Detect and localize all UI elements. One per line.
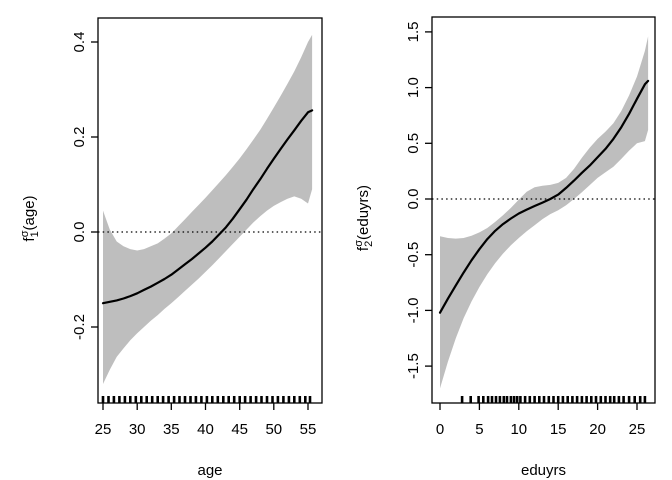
x-tick-label: 40 bbox=[197, 421, 214, 438]
y-axis-title: f2σ(eduyrs) bbox=[353, 185, 375, 251]
plot-box bbox=[431, 16, 656, 404]
y-tick-label: 0.5 bbox=[405, 133, 422, 154]
x-tick-label: 15 bbox=[550, 421, 567, 438]
y-tick-label: 1.0 bbox=[405, 77, 422, 98]
x-tick-label: 25 bbox=[629, 421, 646, 438]
x-tick-label: 20 bbox=[589, 421, 606, 438]
fit-line bbox=[438, 79, 650, 314]
panel-age-effect: 25 30 35 40 45 50 55 -0.2 0.0 0.2 0.4 age f1σ(age) bbox=[19, 17, 323, 479]
y-tick-label: 0.0 bbox=[405, 189, 422, 210]
plot-box bbox=[97, 17, 323, 404]
x-tick-label: 35 bbox=[163, 421, 180, 438]
fit-line bbox=[101, 109, 314, 305]
x-tick-label: 25 bbox=[95, 421, 112, 438]
y-axis-title: f1σ(age) bbox=[19, 195, 41, 241]
y-tick-label: -1.5 bbox=[405, 353, 422, 379]
confidence-band bbox=[103, 34, 313, 385]
x-tick-label: 5 bbox=[475, 421, 483, 438]
y-tick-label: 1.5 bbox=[405, 21, 422, 42]
y-tick-label: 0.0 bbox=[71, 222, 88, 243]
x-tick-label: 45 bbox=[231, 421, 248, 438]
y-tick-label: 0.4 bbox=[71, 32, 88, 53]
panel-eduyrs-effect: 0 5 10 15 20 25 -1.5 -1.0 -0.5 0.0 0.5 1.0 1.5 eduyrs… bbox=[353, 16, 656, 479]
x-tick-label: 55 bbox=[300, 421, 317, 438]
y-tick-label: -0.5 bbox=[405, 242, 422, 268]
y-tick-label: 0.2 bbox=[71, 127, 88, 148]
x-tick-label: 0 bbox=[436, 421, 444, 438]
x-axis-title: age bbox=[197, 462, 222, 479]
confidence-band bbox=[440, 36, 649, 389]
y-tick-label: -1.0 bbox=[405, 297, 422, 323]
rug-marks bbox=[460, 396, 647, 403]
x-tick-label: 10 bbox=[510, 421, 527, 438]
y-tick-label: -0.2 bbox=[71, 314, 88, 340]
rug-marks bbox=[101, 396, 312, 403]
x-axis-title: eduyrs bbox=[521, 462, 566, 479]
x-tick-label: 30 bbox=[129, 421, 146, 438]
x-tick-label: 50 bbox=[265, 421, 282, 438]
